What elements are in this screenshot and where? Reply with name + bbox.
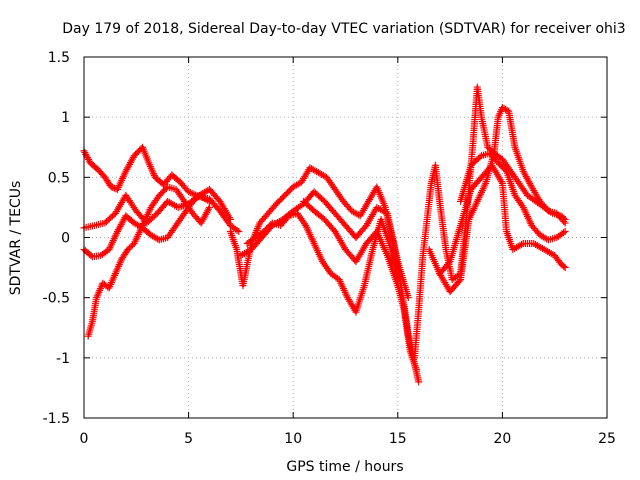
data-point bbox=[561, 219, 569, 227]
series-satellite-track-12 bbox=[457, 149, 569, 244]
data-points bbox=[80, 83, 569, 386]
y-tick-label: -0.5 bbox=[43, 291, 70, 307]
data-point bbox=[455, 277, 463, 285]
x-tick-label: 20 bbox=[493, 431, 511, 447]
data-point bbox=[559, 229, 567, 237]
data-point bbox=[206, 203, 214, 211]
y-tick-label: -1 bbox=[56, 351, 70, 367]
data-point bbox=[561, 264, 569, 272]
data-point bbox=[415, 378, 423, 386]
grid-lines bbox=[84, 57, 607, 418]
data-point bbox=[87, 252, 95, 260]
data-point bbox=[404, 294, 412, 302]
y-tick-label: 0 bbox=[61, 231, 70, 247]
y-tick-label: 1 bbox=[61, 110, 70, 126]
y-tick-label: -1.5 bbox=[43, 411, 70, 427]
data-point bbox=[124, 246, 132, 254]
data-point bbox=[560, 262, 568, 270]
series-satellite-track-7 bbox=[243, 209, 402, 316]
y-tick-label: 1.5 bbox=[48, 50, 70, 66]
x-tick-label: 0 bbox=[80, 431, 89, 447]
x-tick-label: 5 bbox=[184, 431, 193, 447]
data-point bbox=[226, 215, 234, 223]
x-tick-label: 15 bbox=[389, 431, 407, 447]
y-tick-labels: -1.5 -1 -0.5 0 0.5 1 1.5 bbox=[43, 50, 70, 427]
data-point bbox=[301, 220, 309, 228]
chart-title: Day 179 of 2018, Sidereal Day-to-day VTE… bbox=[62, 21, 625, 37]
data-point bbox=[445, 259, 453, 267]
data-point bbox=[127, 243, 135, 251]
data-point bbox=[561, 227, 569, 235]
series-satellite-track-4 bbox=[80, 191, 214, 232]
series-satellite-track-1 bbox=[80, 143, 243, 235]
y-axis-title: SDTVAR / TECUs bbox=[8, 181, 24, 296]
y-tick-label: 0.5 bbox=[48, 170, 70, 186]
data-point bbox=[518, 202, 526, 210]
data-point bbox=[484, 143, 492, 151]
plot-frame bbox=[83, 56, 608, 419]
x-tick-label: 25 bbox=[598, 431, 616, 447]
data-point bbox=[560, 217, 568, 225]
data-point bbox=[110, 184, 118, 192]
data-point bbox=[476, 153, 484, 161]
data-point bbox=[413, 366, 421, 374]
data-point bbox=[235, 227, 243, 235]
x-tick-labels: 0 5 10 15 20 25 bbox=[80, 431, 616, 447]
series-satellite-track-11 bbox=[436, 161, 569, 278]
data-point bbox=[107, 183, 115, 191]
data-point bbox=[206, 197, 214, 205]
x-tick-label: 10 bbox=[284, 431, 302, 447]
x-axis-title: GPS time / hours bbox=[286, 459, 403, 475]
data-point bbox=[126, 244, 134, 252]
data-point bbox=[233, 226, 241, 234]
